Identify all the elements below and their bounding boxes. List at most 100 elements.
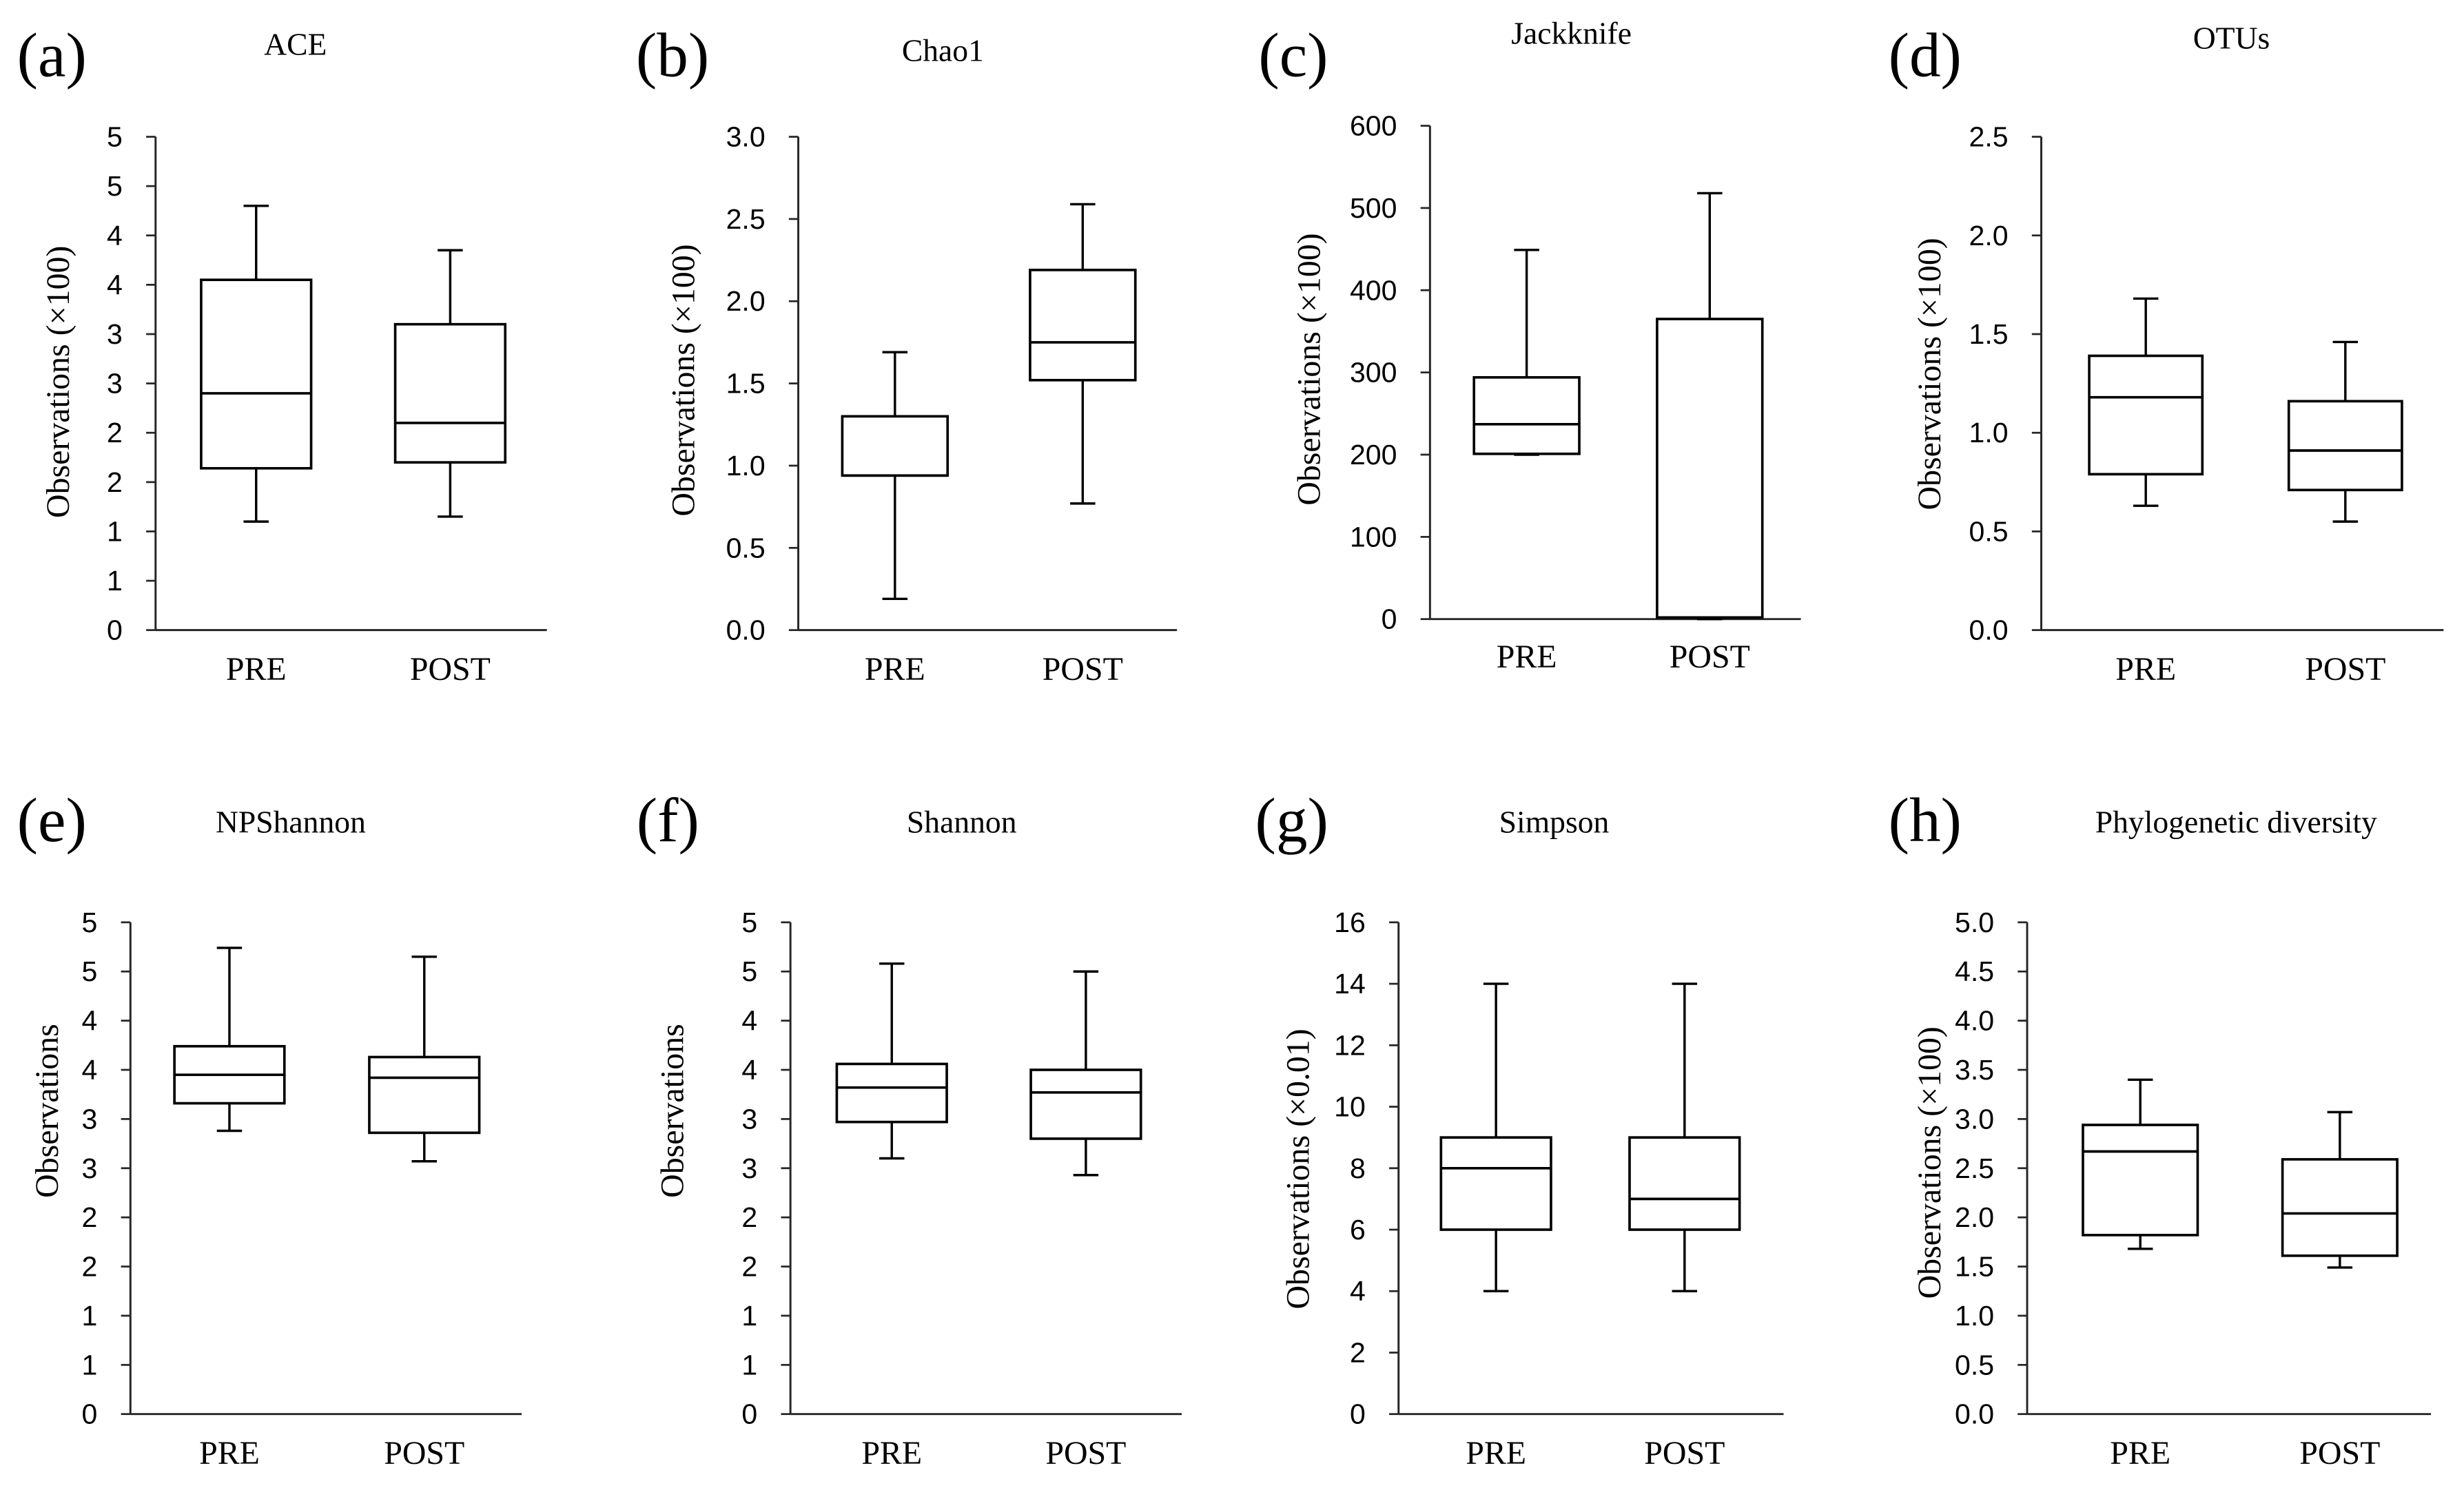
box-post <box>2287 400 2403 492</box>
y-tick-label: 1.0 <box>726 450 766 482</box>
y-tick-label: 4.0 <box>1955 1005 1994 1037</box>
y-tick-label: 1 <box>741 1349 757 1381</box>
y-tick-label: 2.0 <box>1969 220 2009 251</box>
plot-area: 0 1 1 2 2 3 3 4 4 5 5 <box>107 121 547 646</box>
panel-d: (d) OTUs Observations (×100) PRE POST 0.… <box>1889 20 2444 688</box>
y-tick-label: 1 <box>107 565 123 597</box>
panel-letter: (f) <box>637 785 699 855</box>
panel-letter: (g) <box>1255 785 1328 855</box>
y-axis-title: Observations (×100) <box>40 246 76 518</box>
box-pre <box>835 1062 948 1124</box>
y-tick-label: 1 <box>82 1349 98 1381</box>
x-category-label-post: POST <box>1045 1435 1126 1471</box>
y-tick-label: 0 <box>1382 603 1397 635</box>
y-tick-label: 4 <box>741 1005 757 1037</box>
y-tick-label: 5 <box>741 907 757 938</box>
y-tick-label: 4 <box>107 220 123 251</box>
y-tick-label: 1 <box>107 515 123 547</box>
chart-title: Phylogenetic diversity <box>2095 804 2377 839</box>
y-tick-label: 3 <box>82 1103 98 1135</box>
y-tick-label: 2 <box>741 1251 757 1283</box>
x-category-label-pre: PRE <box>1497 639 1557 675</box>
y-axis-title: Observations <box>29 1024 65 1198</box>
box-post <box>393 322 507 464</box>
box-post <box>1029 269 1137 382</box>
y-tick-label: 1.5 <box>726 368 766 400</box>
y-tick-label: 1.5 <box>1969 318 2009 350</box>
y-axis-title: Observations (×100) <box>1911 1026 1948 1299</box>
y-tick-label: 5.0 <box>1955 907 1994 938</box>
y-axis-title: Observations (×0.01) <box>1280 1029 1316 1309</box>
x-category-label-pre: PRE <box>2110 1435 2170 1471</box>
y-axis-title: Observations (×100) <box>666 244 702 516</box>
box-pre <box>2082 1124 2199 1237</box>
y-tick-label: 10 <box>1334 1091 1366 1123</box>
plot-area: 0.0 0.5 1.0 1.5 2.0 2.5 3.0 3.5 4.0 4.5 5.0 <box>1955 907 2432 1430</box>
chart-title: Jackknife <box>1511 16 1632 51</box>
x-category-label-post: POST <box>410 651 491 688</box>
y-axis-title: Observations (×100) <box>1291 233 1327 505</box>
y-tick-label: 400 <box>1350 274 1397 306</box>
y-tick-label: 100 <box>1350 521 1397 552</box>
y-tick-label: 1 <box>82 1300 98 1332</box>
box-post <box>1628 1136 1741 1231</box>
y-tick-label: 2.0 <box>1955 1201 1994 1233</box>
x-category-label-post: POST <box>1670 639 1750 675</box>
y-tick-label: 2 <box>1350 1336 1366 1368</box>
plot-area: 0 2 4 6 8 10 12 14 16 <box>1334 907 1784 1430</box>
y-tick-label: 16 <box>1334 907 1366 938</box>
box-pre <box>200 278 313 470</box>
y-tick-label: 2.5 <box>1955 1153 1994 1184</box>
y-tick-label: 0.5 <box>726 532 766 564</box>
y-tick-label: 3 <box>107 318 123 350</box>
y-tick-label: 4 <box>1350 1275 1366 1307</box>
panel-letter: (d) <box>1889 20 1962 90</box>
y-axis-title: Observations <box>655 1024 691 1198</box>
y-tick-label: 3.5 <box>1955 1054 1994 1086</box>
y-tick-label: 6 <box>1350 1214 1366 1246</box>
y-tick-label: 5 <box>82 955 98 987</box>
panel-letter: (a) <box>17 20 87 90</box>
y-tick-label: 14 <box>1334 968 1366 1000</box>
plot-area: 0.0 0.5 1.0 1.5 2.0 2.5 <box>1969 121 2444 646</box>
y-tick-label: 0 <box>741 1398 757 1430</box>
y-tick-label: 0.0 <box>1955 1398 1994 1430</box>
y-tick-label: 1.0 <box>1969 417 2009 448</box>
y-tick-label: 4 <box>82 1054 98 1086</box>
y-tick-label: 0.5 <box>1955 1349 1994 1381</box>
chart-title: OTUs <box>2193 20 2270 55</box>
y-tick-label: 8 <box>1350 1153 1366 1184</box>
chart-title: Chao1 <box>902 33 984 68</box>
x-category-label-pre: PRE <box>199 1435 260 1471</box>
y-tick-label: 3 <box>741 1153 757 1184</box>
panel-c: (c) Jackknife Observations (×100) PRE PO… <box>1258 16 1801 675</box>
plot-area: 0 1 1 2 2 3 3 4 4 5 5 <box>82 907 522 1430</box>
panel-a: (a) ACE Observations (×100) PRE POST 0 1 1… <box>17 20 547 688</box>
x-category-label-post: POST <box>2305 651 2385 688</box>
y-tick-label: 5 <box>82 907 98 938</box>
y-tick-label: 2 <box>741 1201 757 1233</box>
y-tick-label: 4 <box>741 1054 757 1086</box>
y-tick-label: 2 <box>107 417 123 448</box>
chart-title: Shannon <box>907 804 1017 839</box>
y-tick-label: 2.5 <box>726 203 766 235</box>
y-tick-label: 200 <box>1350 439 1397 471</box>
panel-letter: (c) <box>1258 20 1328 90</box>
y-tick-label: 5 <box>107 121 123 153</box>
box-post <box>2281 1158 2399 1257</box>
box-pre <box>841 415 949 477</box>
y-tick-label: 2.0 <box>726 285 766 317</box>
y-tick-label: 0 <box>107 614 123 646</box>
panel-letter: (h) <box>1889 785 1962 855</box>
panel-f: (f) Shannon Observations PRE POST 0 1 1 2 2 3… <box>637 785 1182 1471</box>
plot-area: 0 1 1 2 2 3 3 4 4 5 5 <box>741 907 1182 1430</box>
y-tick-label: 2 <box>82 1201 98 1233</box>
y-tick-label: 500 <box>1350 192 1397 224</box>
x-category-label-pre: PRE <box>861 1435 922 1471</box>
box-pre <box>1472 375 1581 455</box>
y-tick-label: 3 <box>107 368 123 400</box>
panel-letter: (e) <box>17 785 87 855</box>
panel-h: (h) Phylogenetic diversity Observations … <box>1889 785 2432 1471</box>
